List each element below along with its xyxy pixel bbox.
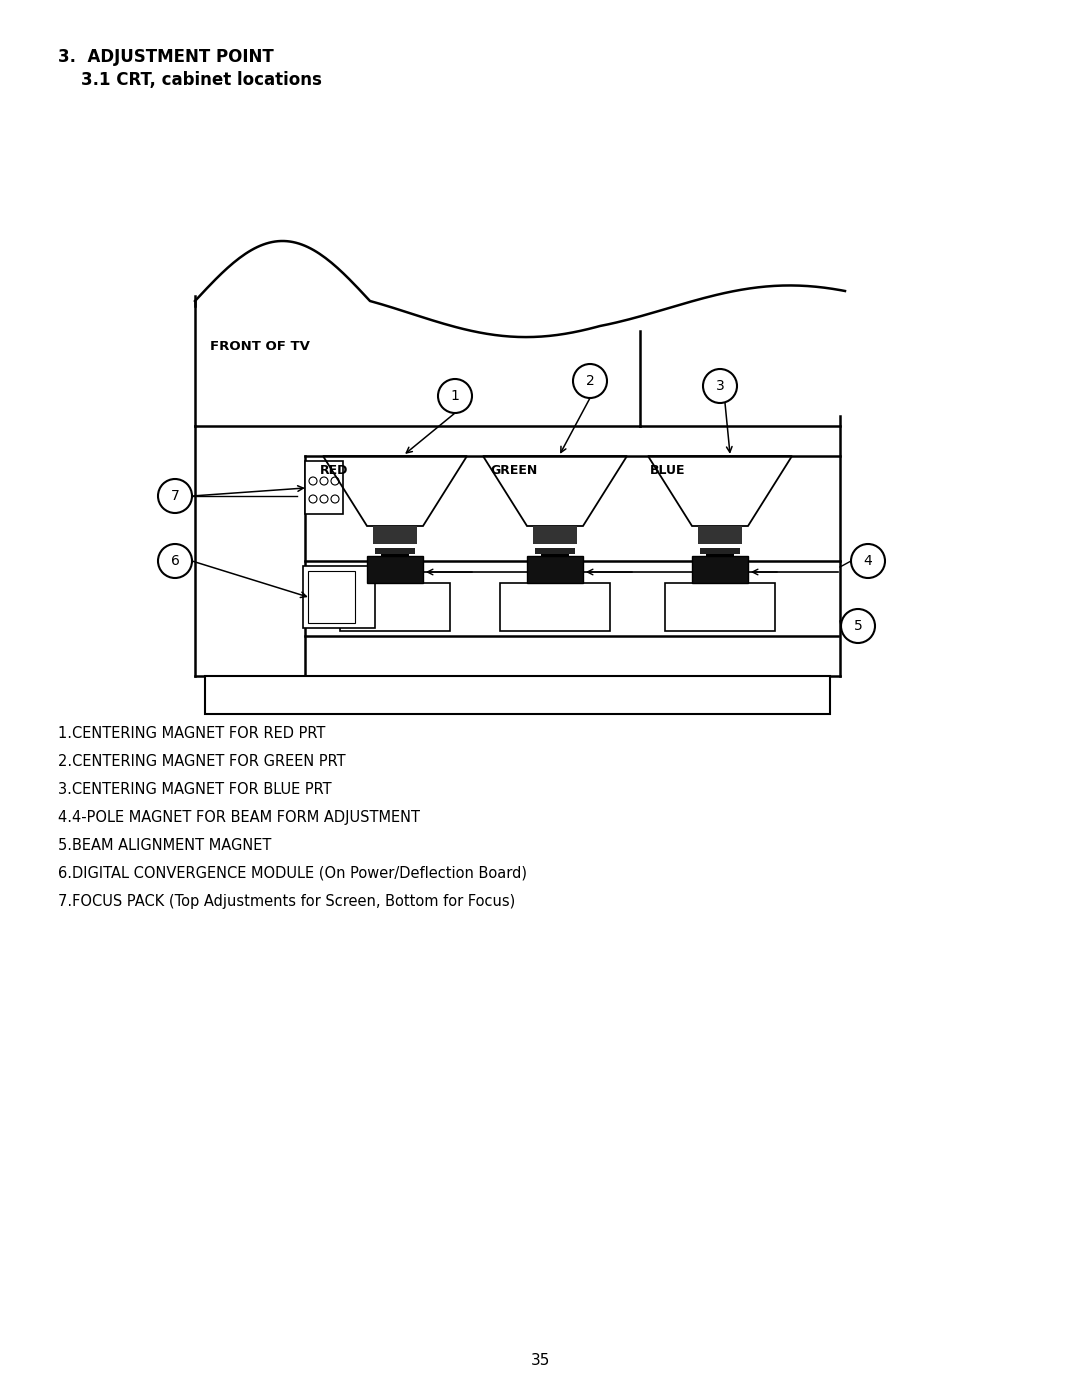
Text: 1: 1: [450, 389, 459, 403]
Bar: [534, 526, 577, 544]
Bar: [340, 584, 450, 631]
Bar: [305, 461, 343, 514]
Text: RED: RED: [320, 463, 349, 477]
Text: 2: 2: [585, 374, 594, 388]
Circle shape: [841, 609, 875, 644]
Text: 1.CENTERING MAGNET FOR RED PRT: 1.CENTERING MAGNET FOR RED PRT: [58, 726, 325, 741]
Bar: [527, 556, 583, 584]
Bar: [308, 571, 355, 623]
Text: 35: 35: [530, 1353, 550, 1368]
Text: 2.CENTERING MAGNET FOR GREEN PRT: 2.CENTERING MAGNET FOR GREEN PRT: [58, 754, 346, 769]
Bar: [373, 526, 417, 544]
Circle shape: [573, 364, 607, 398]
Text: 6.DIGITAL CONVERGENCE MODULE (On Power/Deflection Board): 6.DIGITAL CONVERGENCE MODULE (On Power/D…: [58, 866, 527, 881]
Bar: [205, 676, 831, 713]
Text: GREEN: GREEN: [490, 463, 537, 477]
Bar: [541, 554, 569, 556]
Bar: [535, 549, 575, 554]
Bar: [706, 554, 734, 556]
Text: 6: 6: [171, 554, 179, 568]
Bar: [367, 556, 423, 584]
Text: 3: 3: [716, 378, 725, 394]
Bar: [381, 554, 409, 556]
Text: 3.  ADJUSTMENT POINT: 3. ADJUSTMENT POINT: [58, 47, 273, 66]
Text: 4.4-POLE MAGNET FOR BEAM FORM ADJUSTMENT: 4.4-POLE MAGNET FOR BEAM FORM ADJUSTMENT: [58, 810, 420, 825]
Text: 3.1 CRT, cabinet locations: 3.1 CRT, cabinet locations: [58, 71, 322, 89]
Bar: [303, 565, 375, 628]
Text: 5: 5: [853, 618, 862, 632]
Circle shape: [158, 479, 192, 512]
Bar: [665, 584, 775, 631]
Text: 4: 4: [864, 554, 873, 568]
Text: 3.CENTERING MAGNET FOR BLUE PRT: 3.CENTERING MAGNET FOR BLUE PRT: [58, 782, 332, 797]
Text: FRONT OF TV: FRONT OF TV: [210, 339, 310, 353]
Text: 7.FOCUS PACK (Top Adjustments for Screen, Bottom for Focus): 7.FOCUS PACK (Top Adjustments for Screen…: [58, 893, 515, 909]
Circle shape: [703, 369, 737, 403]
Circle shape: [438, 378, 472, 413]
Circle shape: [158, 544, 192, 578]
Text: BLUE: BLUE: [650, 463, 686, 477]
Text: 5.BEAM ALIGNMENT MAGNET: 5.BEAM ALIGNMENT MAGNET: [58, 838, 271, 853]
Bar: [692, 556, 748, 584]
Bar: [375, 549, 415, 554]
Bar: [698, 526, 742, 544]
Text: 7: 7: [171, 489, 179, 503]
Circle shape: [851, 544, 885, 578]
Bar: [700, 549, 740, 554]
Bar: [500, 584, 610, 631]
